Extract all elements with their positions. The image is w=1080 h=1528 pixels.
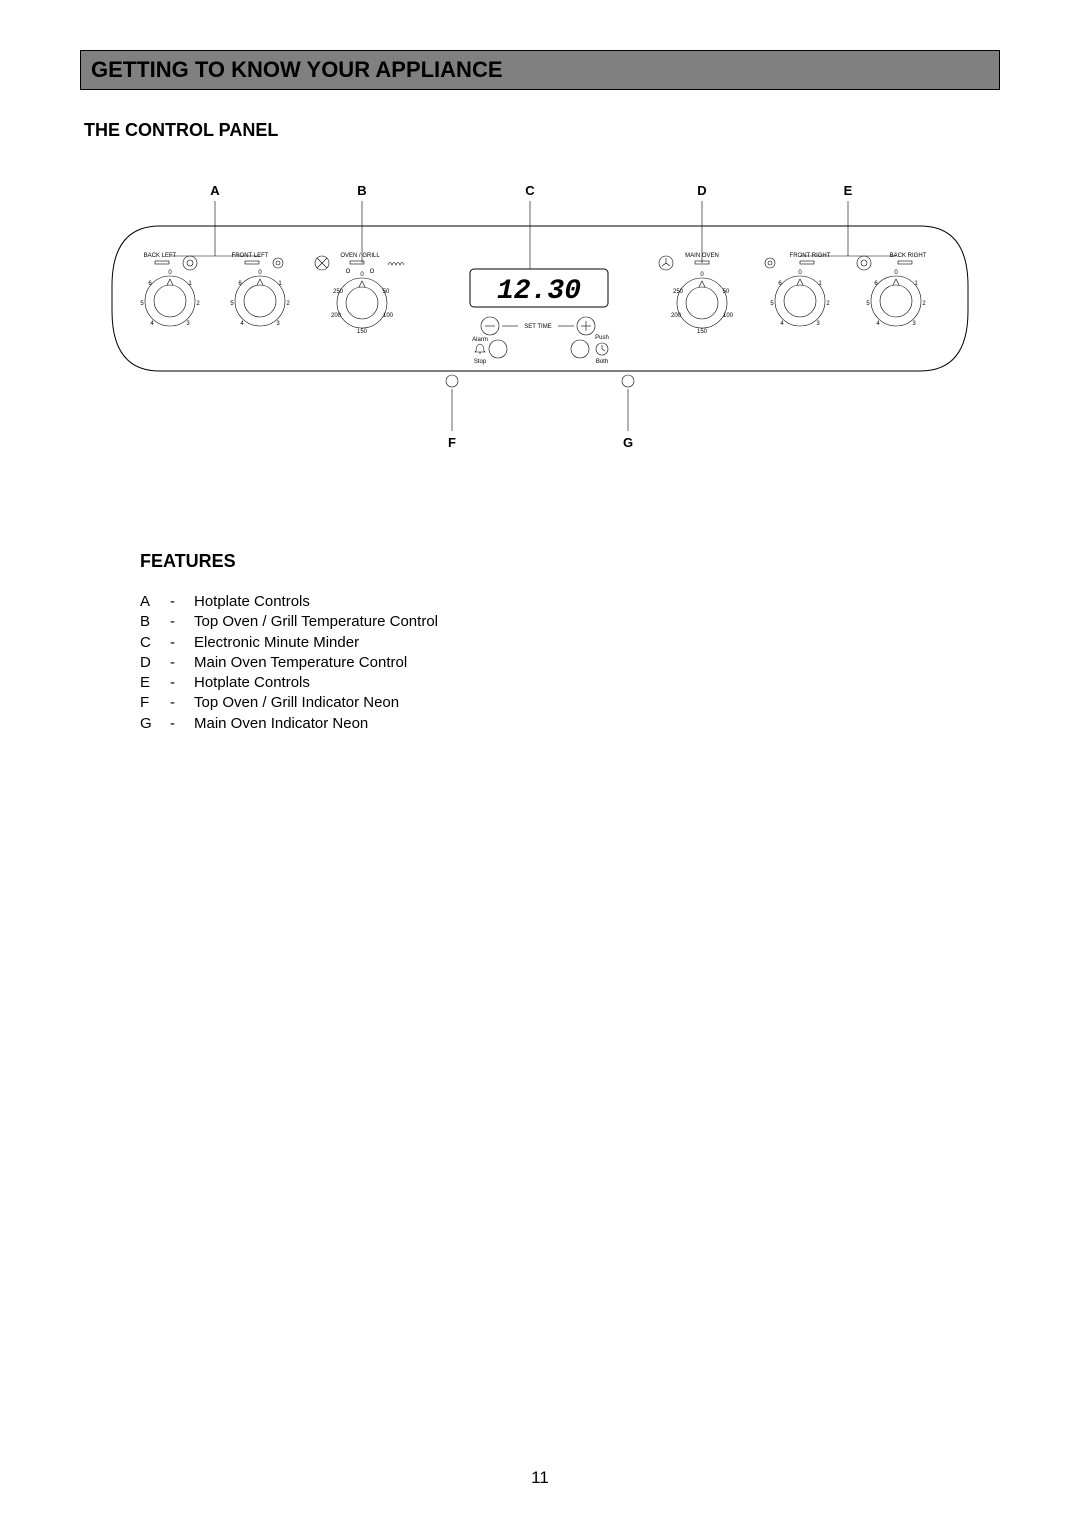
callout-e: E bbox=[844, 183, 853, 198]
label-front-left: FRONT LEFT bbox=[232, 253, 269, 259]
fan-icon bbox=[659, 256, 673, 270]
clock-display: 12.30 bbox=[497, 276, 581, 307]
burner-icon bbox=[273, 258, 283, 268]
knob-back-left bbox=[140, 270, 200, 327]
clock-module: 12.30 SET TIME Alarm Stop Push bbox=[470, 269, 609, 365]
control-panel-heading: THE CONTROL PANEL bbox=[80, 120, 1000, 141]
label-main-oven: MAIN OVEN bbox=[685, 253, 719, 259]
feature-item: B - Top Oven / Grill Temperature Control bbox=[140, 612, 1000, 632]
feature-item: G - Main Oven Indicator Neon bbox=[140, 714, 1000, 734]
knob-back-right bbox=[866, 270, 926, 327]
neon-main-oven bbox=[622, 375, 634, 387]
clock-hands-icon bbox=[596, 343, 608, 355]
callout-f: F bbox=[448, 435, 456, 450]
feature-item: A - Hotplate Controls bbox=[140, 592, 1000, 612]
svg-text:O: O bbox=[370, 269, 375, 275]
svg-text:O: O bbox=[346, 269, 351, 275]
knob-oven-grill bbox=[331, 272, 394, 335]
features-heading: FEATURES bbox=[140, 551, 1000, 572]
section-header: GETTING TO KNOW YOUR APPLIANCE bbox=[80, 50, 1000, 90]
knob-front-right bbox=[770, 270, 830, 327]
callout-d: D bbox=[697, 183, 706, 198]
label-back-right: BACK RIGHT bbox=[890, 253, 927, 259]
label-front-right: FRONT RIGHT bbox=[790, 253, 831, 259]
knob-front-left bbox=[230, 270, 290, 327]
bell-icon bbox=[475, 344, 485, 353]
label-push: Push bbox=[595, 335, 609, 341]
label-set-time: SET TIME bbox=[524, 324, 551, 330]
knob-main-oven bbox=[671, 272, 734, 335]
feature-item: E - Hotplate Controls bbox=[140, 673, 1000, 693]
burner-icon bbox=[857, 256, 871, 270]
label-both: Both bbox=[596, 359, 608, 365]
features-list: A - Hotplate Controls B - Top Oven / Gri… bbox=[140, 592, 1000, 734]
callout-b: B bbox=[357, 183, 366, 198]
feature-item: F - Top Oven / Grill Indicator Neon bbox=[140, 693, 1000, 713]
burner-icon bbox=[765, 258, 775, 268]
callout-g: G bbox=[623, 435, 633, 450]
label-stop: Stop bbox=[474, 359, 487, 365]
label-alarm: Alarm bbox=[472, 337, 488, 343]
feature-item: C - Electronic Minute Minder bbox=[140, 633, 1000, 653]
callout-a: A bbox=[210, 183, 220, 198]
label-back-left: BACK LEFT bbox=[144, 253, 177, 259]
control-panel-diagram: A B C D E bbox=[80, 181, 1000, 461]
page-number: 11 bbox=[0, 1468, 1080, 1488]
feature-item: D - Main Oven Temperature Control bbox=[140, 653, 1000, 673]
heat-wave-icon bbox=[388, 263, 404, 266]
label-oven-grill: OVEN / GRILL bbox=[340, 253, 380, 259]
grill-element-icon bbox=[315, 256, 329, 270]
neon-top-oven bbox=[446, 375, 458, 387]
callout-c: C bbox=[525, 183, 535, 198]
burner-icon bbox=[183, 256, 197, 270]
